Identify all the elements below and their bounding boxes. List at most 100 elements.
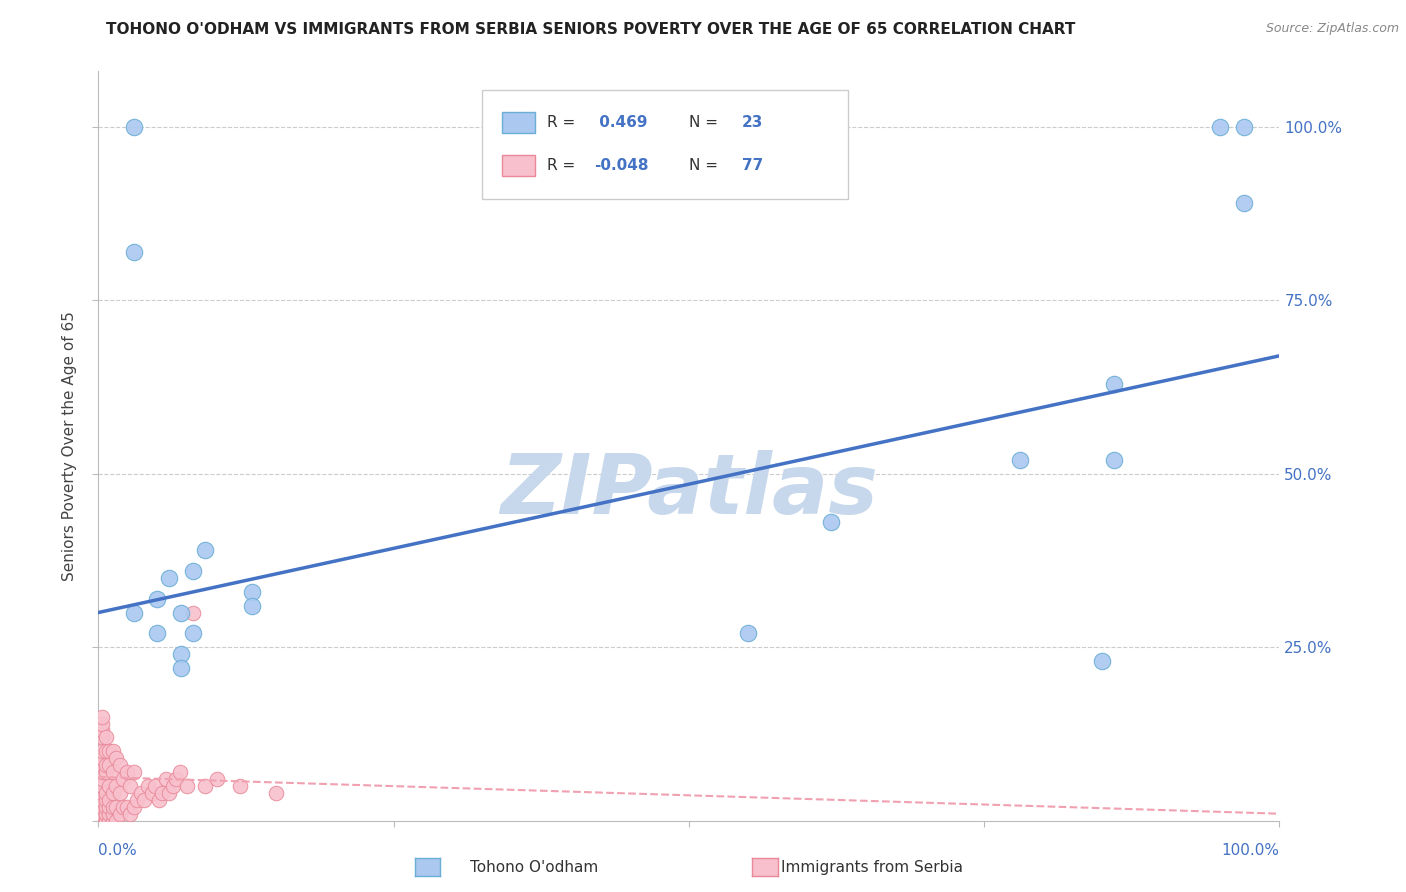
Point <box>105 814 128 828</box>
Point <box>91 758 114 772</box>
Point <box>136 779 159 793</box>
Point <box>91 779 114 793</box>
Point <box>91 806 114 821</box>
Point <box>91 814 114 828</box>
Point <box>737 626 759 640</box>
Point <box>170 606 193 620</box>
Point <box>94 758 117 772</box>
Point <box>148 793 170 807</box>
Point <box>105 779 128 793</box>
Point <box>155 772 177 786</box>
Point <box>205 772 228 786</box>
Point <box>98 744 121 758</box>
Point <box>1102 376 1125 391</box>
Point <box>98 793 121 807</box>
Point <box>240 584 263 599</box>
Point <box>115 799 138 814</box>
Text: R =: R = <box>547 115 581 130</box>
Point <box>98 814 121 828</box>
Point <box>94 765 117 780</box>
Point <box>120 779 142 793</box>
Point <box>94 806 117 821</box>
Point <box>176 779 198 793</box>
Point <box>101 744 124 758</box>
Point <box>98 758 121 772</box>
Point <box>194 779 217 793</box>
Point <box>229 779 252 793</box>
Point <box>94 731 117 745</box>
Point <box>94 814 117 828</box>
Point <box>108 786 131 800</box>
Text: 23: 23 <box>742 115 763 130</box>
Text: Source: ZipAtlas.com: Source: ZipAtlas.com <box>1265 22 1399 36</box>
Point <box>1008 453 1031 467</box>
Text: 77: 77 <box>742 158 763 172</box>
Point <box>820 516 842 530</box>
Point <box>146 591 169 606</box>
Point <box>108 806 131 821</box>
Text: N =: N = <box>689 158 723 172</box>
Point <box>157 571 180 585</box>
Bar <box>502 112 536 133</box>
Point <box>91 793 114 807</box>
Point <box>141 786 163 800</box>
Point <box>1209 120 1232 134</box>
Point <box>101 814 124 828</box>
Text: 100.0%: 100.0% <box>1222 843 1279 858</box>
Point <box>101 799 124 814</box>
Point <box>170 661 193 675</box>
Point <box>170 647 193 661</box>
Point <box>91 716 114 731</box>
Point <box>120 806 142 821</box>
Point <box>1233 120 1256 134</box>
Point <box>94 814 117 828</box>
Point <box>1102 453 1125 467</box>
Point <box>181 626 204 640</box>
Point <box>150 786 173 800</box>
Y-axis label: Seniors Poverty Over the Age of 65: Seniors Poverty Over the Age of 65 <box>62 311 77 581</box>
Point <box>169 765 191 780</box>
Point <box>162 779 184 793</box>
Point <box>91 814 114 828</box>
Point <box>94 793 117 807</box>
Point <box>122 765 145 780</box>
Text: 0.0%: 0.0% <box>98 843 138 858</box>
Point <box>94 786 117 800</box>
Point <box>165 772 187 786</box>
Point <box>91 731 114 745</box>
Point <box>105 799 128 814</box>
Point <box>91 765 114 780</box>
Point <box>112 772 135 786</box>
Text: Immigrants from Serbia: Immigrants from Serbia <box>780 860 963 874</box>
Point <box>94 744 117 758</box>
Point <box>101 786 124 800</box>
Point <box>181 606 204 620</box>
Text: R =: R = <box>547 158 581 172</box>
Point <box>122 120 145 134</box>
Point <box>91 772 114 786</box>
Point <box>181 564 204 578</box>
Point <box>115 765 138 780</box>
Point <box>1233 196 1256 211</box>
Text: ZIPatlas: ZIPatlas <box>501 450 877 532</box>
Point <box>122 244 145 259</box>
Point <box>194 543 217 558</box>
Point <box>91 799 114 814</box>
Point <box>129 786 152 800</box>
Point <box>143 779 166 793</box>
Point <box>94 799 117 814</box>
Point <box>98 779 121 793</box>
Point <box>91 779 114 793</box>
Point <box>264 786 287 800</box>
Text: -0.048: -0.048 <box>595 158 650 172</box>
Text: N =: N = <box>689 115 723 130</box>
Text: Tohono O'odham: Tohono O'odham <box>470 860 599 874</box>
Point <box>127 793 149 807</box>
Point <box>98 806 121 821</box>
Bar <box>502 154 536 176</box>
Point <box>108 758 131 772</box>
Point <box>101 765 124 780</box>
Text: 0.469: 0.469 <box>595 115 648 130</box>
Point <box>122 606 145 620</box>
Point <box>91 786 114 800</box>
